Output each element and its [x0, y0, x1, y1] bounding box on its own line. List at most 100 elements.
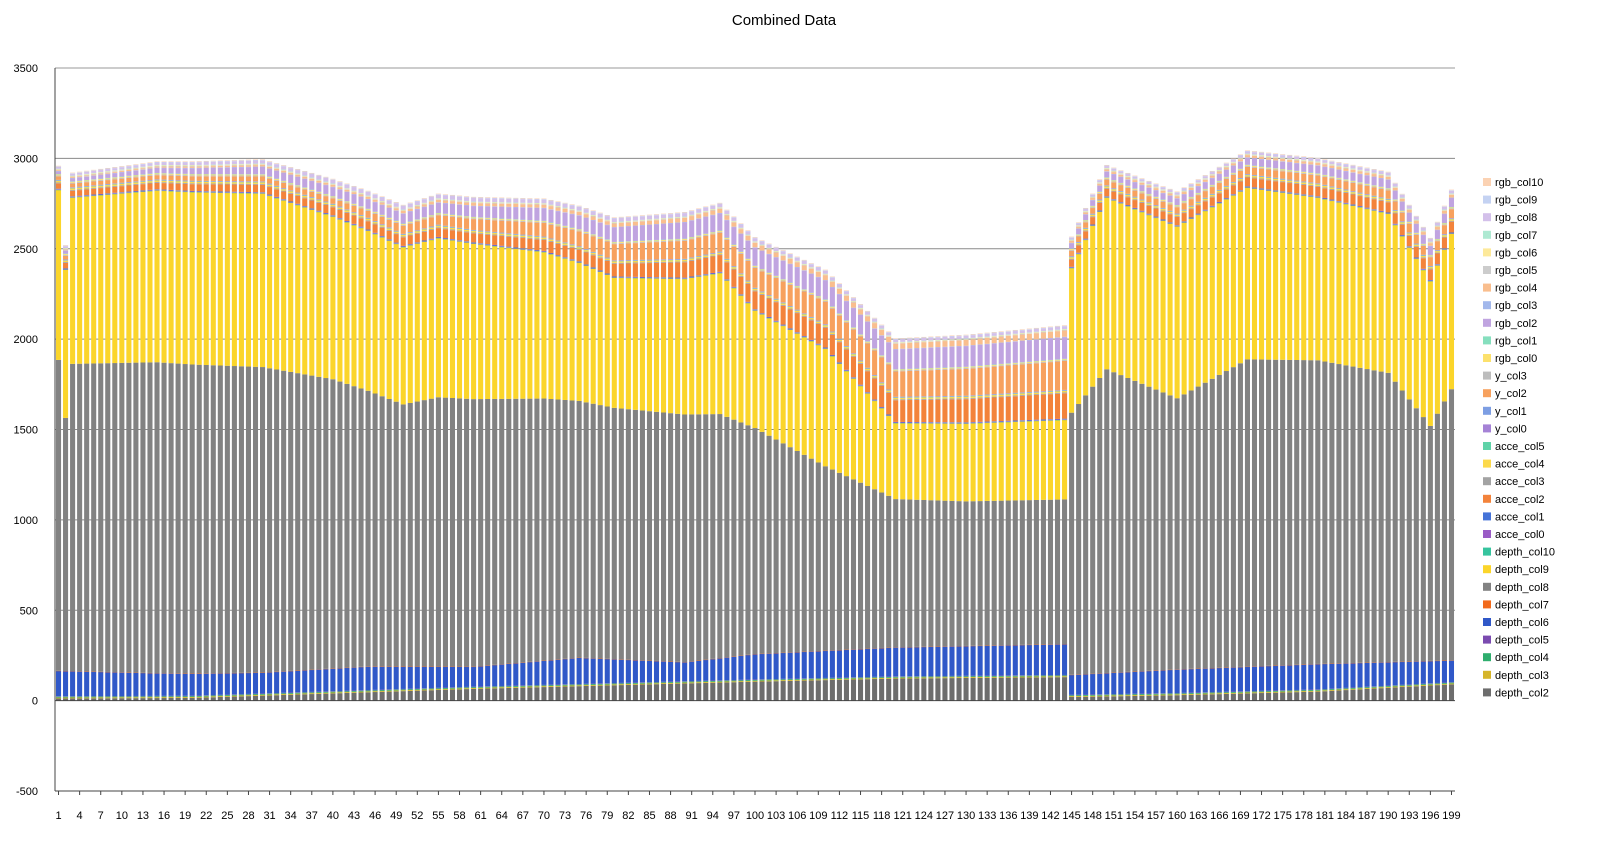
- bar-segment-depth_col9-138: [1019, 421, 1025, 501]
- bar-segment-acce_col1-115: [857, 384, 864, 386]
- bar-segment-rgb_col8-34: [288, 168, 294, 172]
- bar-segment-rgb_col9-154: [1132, 176, 1138, 177]
- bar-segment-depth_col9-58: [456, 241, 463, 399]
- bar-segment-acce_col2-33: [281, 191, 287, 200]
- bar-segment-rgb_col4-45: [365, 196, 371, 199]
- bar-segment-depth_col6-123: [914, 647, 920, 677]
- bar-segment-acce_col4-74: [569, 245, 575, 247]
- bar-segment-depth_col2-75: [576, 686, 582, 701]
- bar-segment-y_col3-139: [1026, 362, 1032, 364]
- bar-segment-rgb_col5-144: [1062, 329, 1068, 331]
- bar-segment-rgb_col10-37: [309, 172, 315, 174]
- bar-segment-rgb_col2-50: [400, 213, 406, 224]
- bar-segment-y_col2-129: [956, 369, 962, 396]
- bar-segment-rgb_col5-13: [140, 167, 146, 169]
- bar-segment-acce_col1-126: [935, 422, 941, 423]
- bar-segment-rgb_col5-36: [302, 176, 308, 177]
- bar-segment-acce_col4-75: [576, 247, 582, 249]
- bar-segment-rgb_col6-135: [998, 335, 1004, 337]
- bar-segment-y_col3-122: [907, 370, 913, 371]
- bar-segment-rgb_col9-28: [245, 160, 251, 161]
- bar-segment-rgb_col6-80: [611, 222, 617, 223]
- bar-segment-rgb_col5-148: [1090, 197, 1096, 199]
- bar-segment-acce_col1-71: [548, 252, 554, 254]
- bar-segment-depth_col2-116: [865, 679, 871, 701]
- bar-segment-rgb_col2-68: [527, 207, 533, 221]
- bar-segment-acce_col3-70: [541, 239, 547, 241]
- bar-segment-rgb_col0-151: [1111, 180, 1117, 182]
- bar-segment-depth_col8-85: [646, 411, 653, 661]
- bar-segment-depth_col3-76: [583, 685, 589, 686]
- bar-segment-acce_col4-15: [154, 180, 160, 182]
- bar-segment-depth_col8-112: [836, 472, 842, 650]
- bar-segment-depth_col2-60: [471, 688, 477, 701]
- bar-segment-depth_col4-62: [485, 686, 491, 688]
- bar-segment-depth_col2-87: [661, 684, 667, 701]
- bar-segment-depth_col2-112: [836, 679, 842, 701]
- bar-segment-acce_col2-82: [625, 263, 631, 277]
- bar-segment-depth_col2-137: [1012, 677, 1018, 701]
- bar-segment-rgb_col0-1: [55, 174, 62, 176]
- bar-segment-y_col3-100: [752, 267, 758, 268]
- bar-segment-depth_col2-8: [105, 698, 111, 701]
- bar-segment-rgb_col5-29: [252, 164, 259, 166]
- bar-segment-rgb_col8-85: [646, 215, 653, 220]
- bar-segment-acce_col1-136: [1005, 420, 1011, 422]
- bar-segment-depth_col9-47: [379, 237, 385, 397]
- bar-segment-y_col3-108: [808, 293, 814, 295]
- bar-segment-rgb_col4-116: [865, 316, 871, 322]
- bar-segment-rgb_col5-74: [569, 209, 575, 211]
- bar-segment-depth_col2-71: [548, 686, 554, 701]
- bar-segment-acce_col1-50: [400, 245, 406, 247]
- bar-segment-acce_col4-36: [302, 195, 308, 198]
- bar-segment-depth_col4-89: [675, 681, 681, 683]
- bar-segment-rgb_col6-45: [365, 195, 371, 197]
- bar-segment-acce_col3-64: [499, 235, 505, 237]
- bar-segment-depth_col8-123: [914, 499, 920, 647]
- bar-segment-y_col3-75: [576, 230, 582, 232]
- bar-segment-depth_col8-127: [942, 500, 948, 647]
- bar-segment-rgb_col9-86: [653, 214, 660, 216]
- bar-segment-depth_col4-35: [295, 692, 301, 694]
- bar-segment-rgb_col4-96: [724, 215, 730, 220]
- bar-segment-depth_col2-142: [1047, 677, 1054, 701]
- bar-segment-y_col2-48: [386, 219, 392, 228]
- bar-segment-rgb_col6-58: [456, 200, 463, 202]
- bar-segment-acce_col0-120: [893, 422, 899, 423]
- bar-segment-depth_col3-111: [829, 679, 835, 680]
- bar-segment-rgb_col2-39: [323, 185, 329, 194]
- bar-segment-acce_col3-88: [668, 261, 674, 263]
- bar-segment-rgb_col4-165: [1209, 175, 1215, 178]
- bar-segment-rgb_col8-18: [175, 162, 181, 166]
- bar-segment-acce_col2-143: [1054, 393, 1061, 419]
- bar-segment-acce_col0-128: [949, 422, 955, 424]
- bar-segment-y_col3-104: [780, 280, 786, 282]
- bar-segment-acce_col3-61: [478, 233, 484, 235]
- bar-segment-rgb_col5-135: [998, 336, 1004, 337]
- bar-segment-acce_col1-120: [893, 421, 899, 423]
- bar-segment-rgb_col8-103: [773, 247, 779, 252]
- bar-segment-rgb_col5-114: [850, 302, 857, 303]
- bar-segment-depth_col4-61: [478, 686, 484, 688]
- bar-segment-acce_col1-154: [1132, 207, 1138, 209]
- bar-segment-rgb_col5-111: [829, 281, 835, 282]
- bar-segment-depth_col8-114: [850, 479, 857, 650]
- bar-segment-depth_col4-66: [513, 685, 519, 687]
- bar-segment-rgb_col0-103: [773, 276, 779, 278]
- bar-segment-rgb_col6-140: [1033, 332, 1039, 333]
- bar-segment-depth_col3-59: [464, 688, 470, 690]
- bar-segment-depth_col8-113: [843, 476, 849, 650]
- bar-segment-rgb_col10-41: [337, 181, 343, 182]
- bar-segment-rgb_col9-94: [710, 205, 716, 206]
- bar-segment-depth_col6-108: [808, 651, 814, 679]
- bar-segment-depth_col9-149: [1097, 211, 1103, 378]
- bar-segment-depth_col8-161: [1181, 394, 1187, 670]
- bar-segment-rgb_col0-77: [590, 234, 596, 236]
- bar-segment-y_col2-43: [351, 205, 357, 213]
- bar-segment-y_col3-124: [921, 369, 927, 371]
- bar-segment-rgb_col10-73: [562, 202, 568, 204]
- bar-segment-rgb_col9-148: [1090, 194, 1096, 195]
- bar-segment-y_col2-83: [632, 243, 638, 260]
- bar-segment-acce_col0-130: [963, 422, 969, 424]
- bar-segment-acce_col3-24: [217, 183, 223, 185]
